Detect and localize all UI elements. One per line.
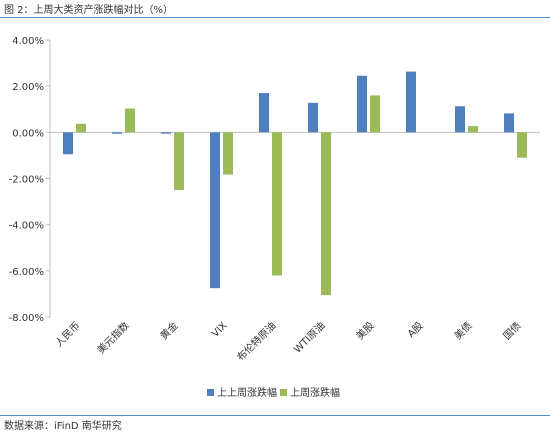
bar-prev-week: [455, 106, 465, 133]
y-tick-label: -6.00%: [9, 267, 44, 278]
category-label: WTI原油: [291, 319, 328, 356]
bar-prev-week: [63, 132, 73, 155]
legend: 上上周涨跌幅 上周涨跌幅: [207, 386, 340, 399]
category-labels: 人民币 美元指数 黄金 VIX 布伦特原油 WTI原油 美股 A股 美债 国债: [53, 319, 524, 364]
y-tick-label: -8.00%: [9, 313, 44, 324]
bar-prev-week: [504, 113, 514, 133]
figure-caption: 图 2：上周大类资产涨跌幅对比（%）: [4, 5, 174, 16]
category-label: 布伦特原油: [234, 319, 279, 364]
bar-prev-week: [112, 132, 122, 134]
y-tick-label: -2.00%: [9, 175, 44, 186]
y-tick-label: 0.00%: [12, 128, 44, 139]
category-label: 黄金: [157, 319, 180, 342]
bar-prev-week: [357, 75, 367, 133]
bar-prev-week: [406, 71, 416, 133]
category-label: 美元指数: [94, 319, 131, 356]
bar-last-week: [125, 108, 135, 133]
bar-prev-week: [210, 132, 220, 289]
y-tick-label: 4.00%: [12, 36, 44, 47]
bar-last-week: [517, 132, 527, 158]
bar-last-week: [370, 95, 380, 133]
category-label: 国债: [500, 319, 523, 342]
source-divider: [0, 415, 550, 416]
bar-last-week: [76, 123, 86, 133]
bar-last-week: [321, 132, 331, 296]
category-label: 美债: [451, 319, 474, 342]
legend-label: 上上周涨跌幅: [217, 386, 277, 399]
y-tick-label: 2.00%: [12, 82, 44, 93]
bar-prev-week: [259, 93, 269, 133]
category-label: VIX: [210, 320, 230, 340]
caption-divider: [0, 17, 550, 18]
bar-last-week: [174, 132, 184, 191]
bars: [63, 71, 527, 296]
legend-label: 上周涨跌幅: [290, 386, 340, 399]
category-label: 美股: [353, 319, 376, 342]
bar-last-week: [223, 132, 233, 175]
bar-prev-week: [308, 102, 318, 133]
y-tick-labels: 4.00% 2.00% 0.00% -2.00% -4.00% -6.00% -8.00%: [9, 36, 50, 324]
bar-prev-week: [161, 132, 171, 134]
legend-swatch: [280, 389, 287, 396]
category-label: A股: [405, 320, 425, 340]
bar-last-week: [272, 132, 282, 276]
y-tick-label: -4.00%: [9, 221, 44, 232]
legend-swatch: [207, 389, 214, 396]
category-label: 人民币: [53, 320, 83, 350]
bar-last-week: [468, 126, 478, 133]
source-note: 数据来源：iFinD 南华研究: [4, 421, 122, 432]
